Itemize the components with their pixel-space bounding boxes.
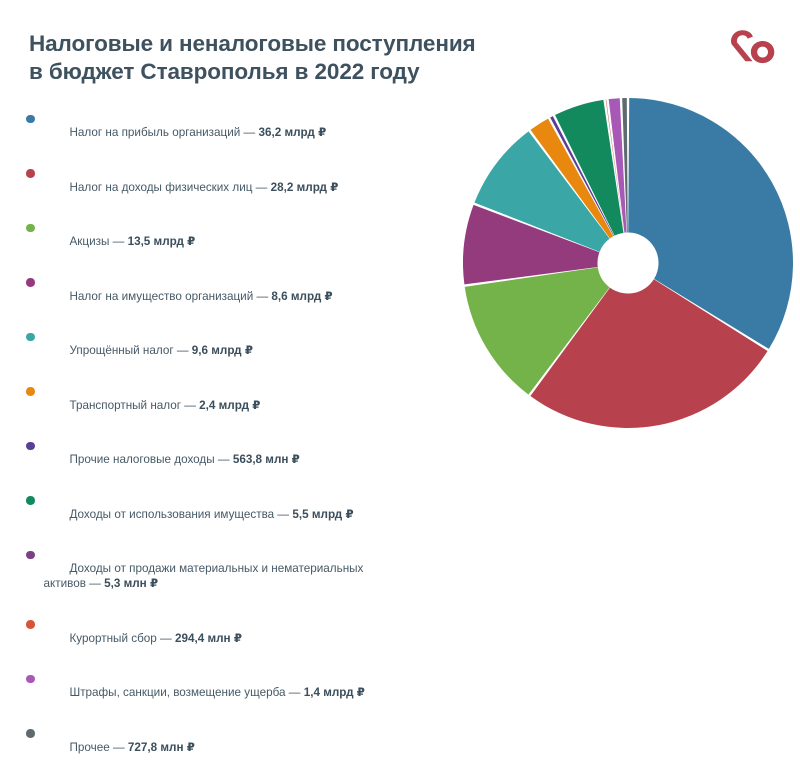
legend-item-text: Прочие налоговые доходы — 563,8 млн ₽ (44, 437, 300, 482)
legend-item: Курортный сбор — 294,4 млн ₽ (26, 616, 446, 661)
legend-bullet-icon (26, 114, 35, 123)
legend-bullet-icon (26, 674, 35, 683)
pie-slice (530, 118, 614, 239)
logo-26-icon (726, 28, 778, 66)
legend-item-label: Налог на имущество организаций — (69, 289, 272, 303)
donut-chart (463, 98, 793, 428)
pie-slice (628, 98, 793, 349)
legend-item-value: 8,6 млрд ₽ (271, 289, 333, 303)
legend-item-text: Упрощённый налог — 9,6 млрд ₽ (44, 328, 253, 373)
legend-item: Акцизы — 13,5 млрд ₽ (26, 219, 446, 264)
pie-slice (474, 131, 610, 252)
pie-slice (622, 98, 628, 233)
legend-item-value: 727,8 млн ₽ (127, 740, 195, 754)
legend-item-label: Курортный сбор — (69, 631, 175, 645)
legend-bullet-icon (26, 387, 35, 396)
legend-item-text: Доходы от продажи материальных и нематер… (44, 546, 364, 606)
legend-item-label: Доходы от использования имущества — (69, 507, 293, 521)
legend-item-value: 5,3 млн ₽ (104, 577, 159, 590)
legend-item-label: Налог на прибыль организаций — (69, 126, 259, 139)
legend-item: Налог на прибыль организаций — 36,2 млрд… (26, 110, 446, 155)
pie-slice (530, 279, 768, 428)
legend-item-text: Доходы от использования имущества — 5,5 … (44, 492, 354, 537)
legend-item-value: 36,2 млрд ₽ (258, 126, 327, 139)
legend-item: Прочие налоговые доходы — 563,8 млн ₽ (26, 437, 446, 482)
legend-item-label: Упрощённый налог — (69, 344, 192, 357)
page-title: Налоговые и неналоговые поступления в бю… (29, 31, 476, 84)
legend-item-value: 2,4 млрд ₽ (199, 398, 261, 412)
pie-slice (463, 204, 600, 285)
legend-item-value: 5,5 млрд ₽ (292, 507, 354, 521)
legend-item-label: Транспортный налог — (69, 398, 200, 412)
legend-item-label: Прочие налоговые доходы — (69, 453, 233, 466)
legend-item: Упрощённый налог — 9,6 млрд ₽ (26, 328, 446, 373)
pie-slice (555, 99, 624, 236)
legend-item-label: Прочее — (69, 740, 128, 754)
legend-item-text: Налог на имущество организаций — 8,6 млр… (44, 274, 333, 319)
legend-bullet-icon (26, 278, 35, 287)
legend-bullet-icon (26, 729, 35, 738)
legend-bullet-icon (26, 441, 35, 450)
legend-bullet-icon (26, 496, 35, 505)
legend-bullet-icon (26, 169, 35, 178)
pie-slice (608, 98, 627, 233)
legend-item: Прочее — 727,8 млн ₽ (26, 725, 446, 770)
legend: Налог на прибыль организаций — 36,2 млрд… (26, 110, 446, 779)
legend-item: Доходы от продажи материальных и нематер… (26, 546, 446, 606)
legend-item-text: Налог на прибыль организаций — 36,2 млрд… (44, 110, 327, 155)
legend-item-text: Прочее — 727,8 млн ₽ (44, 725, 195, 770)
legend-item-text: Курортный сбор — 294,4 млн ₽ (44, 616, 242, 661)
legend-item-label: Акцизы — (69, 235, 128, 248)
legend-item: Транспортный налог — 2,4 млрд ₽ (26, 383, 446, 428)
pie-slice (605, 99, 624, 233)
pie-slice (464, 267, 610, 395)
legend-item-value: 28,2 млрд ₽ (270, 180, 339, 194)
legend-item-value: 563,8 млн ₽ (232, 453, 300, 466)
legend-bullet-icon (26, 550, 35, 559)
header: Налоговые и неналоговые поступления в бю… (29, 30, 669, 86)
legend-item-text: Штрафы, санкции, возмещение ущерба — 1,4… (44, 670, 365, 715)
legend-item: Налог на доходы физических лиц — 28,2 мл… (26, 165, 446, 210)
legend-item-text: Транспортный налог — 2,4 млрд ₽ (44, 383, 261, 428)
infographic-root: Налоговые и неналоговые поступления в бю… (26, 28, 793, 754)
pie-slice (550, 116, 615, 237)
legend-item-label: Налог на доходы физических лиц — (69, 180, 271, 194)
legend-item: Штрафы, санкции, возмещение ущерба — 1,4… (26, 670, 446, 715)
legend-bullet-icon (26, 223, 35, 232)
legend-item-value: 294,4 млн ₽ (174, 631, 242, 645)
legend-bullet-icon (26, 332, 35, 341)
legend-item-label: Доходы от продажи материальных и нематер… (43, 562, 364, 590)
legend-item-text: Налог на доходы физических лиц — 28,2 мл… (44, 165, 339, 210)
legend-item: Доходы от использования имущества — 5,5 … (26, 492, 446, 537)
legend-item-value: 9,6 млрд ₽ (191, 344, 253, 357)
legend-item-text: Акцизы — 13,5 млрд ₽ (44, 219, 196, 264)
legend-item-label: Штрафы, санкции, возмещение ущерба — (69, 686, 304, 699)
legend-item-value: 13,5 млрд ₽ (127, 235, 196, 248)
legend-item: Налог на имущество организаций — 8,6 млр… (26, 274, 446, 319)
legend-item-value: 1,4 млрд ₽ (303, 686, 365, 699)
legend-bullet-icon (26, 620, 35, 629)
